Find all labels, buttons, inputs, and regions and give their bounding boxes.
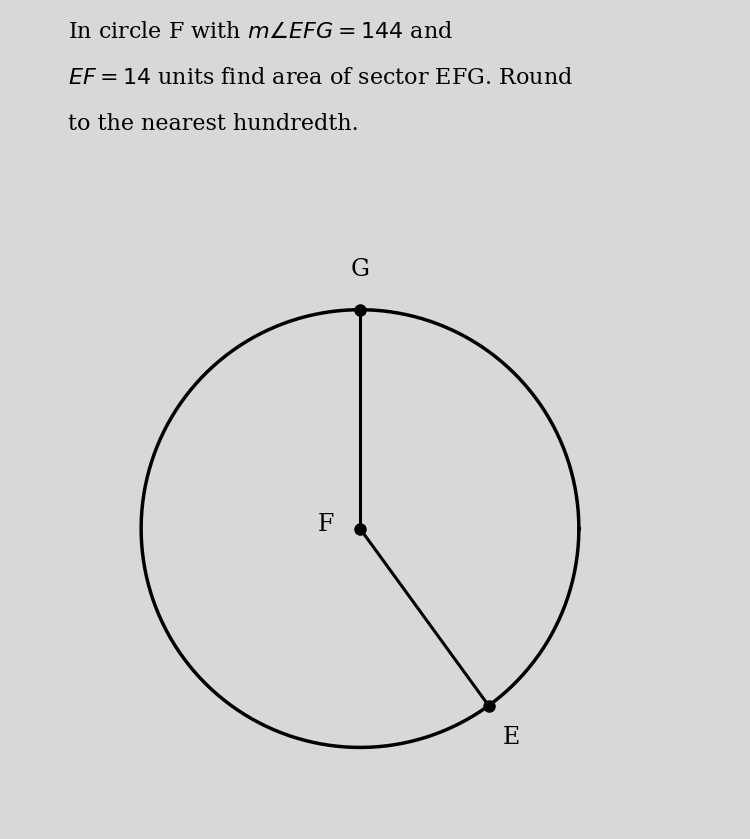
Text: $EF = 14$ units find area of sector EFG. Round: $EF = 14$ units find area of sector EFG.… [68,67,573,89]
Text: E: E [503,726,520,748]
Text: In circle F with $m\angle EFG = 144$ and: In circle F with $m\angle EFG = 144$ and [68,21,453,43]
Text: G: G [350,258,370,281]
Text: to the nearest hundredth.: to the nearest hundredth. [68,113,358,135]
Text: F: F [318,513,334,536]
